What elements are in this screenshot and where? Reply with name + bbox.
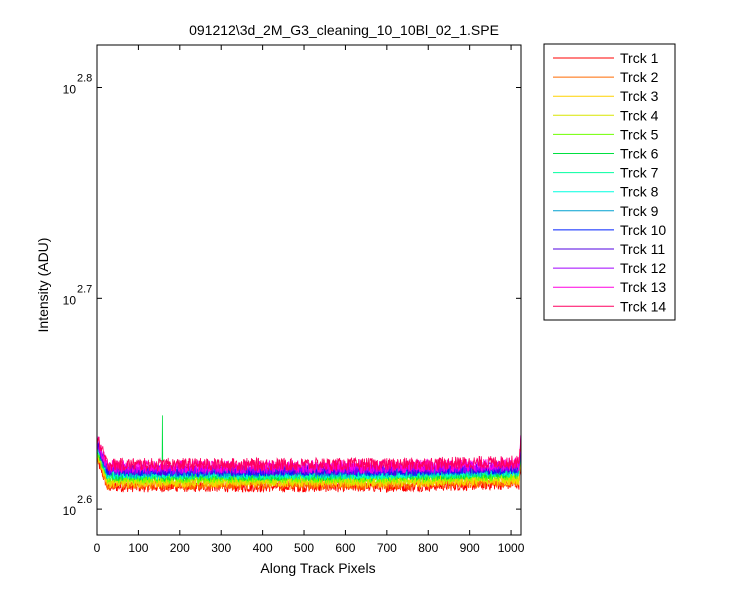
x-tick-label: 100 (128, 541, 148, 555)
y-tick-base: 10 (63, 293, 77, 307)
legend-label-trck-8: Trck 8 (620, 184, 659, 200)
plot-area (97, 45, 521, 535)
plot-frame (96, 44, 522, 536)
x-tick-label: 1000 (498, 541, 525, 555)
legend-label-trck-5: Trck 5 (620, 126, 659, 142)
y-tick-base: 10 (63, 504, 77, 518)
x-tick-label: 700 (377, 541, 397, 555)
legend-label-trck-1: Trck 1 (620, 50, 659, 66)
legend-label-trck-13: Trck 13 (620, 279, 666, 295)
x-tick-label: 200 (170, 541, 190, 555)
y-tick-exponent: 2.6 (77, 494, 92, 506)
legend-label-trck-7: Trck 7 (620, 165, 659, 181)
y-tick-exponent: 2.7 (77, 283, 92, 295)
series-layer (96, 415, 522, 494)
legend-label-trck-12: Trck 12 (620, 260, 666, 276)
legend-label-trck-10: Trck 10 (620, 222, 666, 238)
legend-label-trck-9: Trck 9 (620, 203, 659, 219)
x-axis: 0 100 200 300 400 500 600 700 800 900 1000 (94, 45, 525, 555)
x-axis-label: Along Track Pixels (260, 560, 375, 576)
legend-label-trck-2: Trck 2 (620, 69, 659, 85)
legend-label-trck-4: Trck 4 (620, 107, 659, 123)
x-tick-label: 0 (94, 541, 101, 555)
legend-box (543, 43, 676, 321)
legend-items: Trck 1 Trck 2 Trck 3 Trck 4 Trck 5 Trck 6 Trck… (553, 50, 666, 314)
x-tick-label: 300 (211, 541, 231, 555)
legend-label-trck-3: Trck 3 (620, 88, 659, 104)
x-tick-label: 900 (460, 541, 480, 555)
legend: Trck 1 Trck 2 Trck 3 Trck 4 Trck 5 Trck 6 Trck… (543, 43, 676, 321)
legend-label-trck-14: Trck 14 (620, 298, 666, 314)
x-tick-label: 400 (253, 541, 273, 555)
x-tick-label: 600 (335, 541, 355, 555)
y-tick-exponent: 2.8 (77, 73, 92, 85)
chart-title: 091212\3d_2M_G3_cleaning_10_10Bl_02_1.SP… (189, 22, 499, 38)
y-axis-label: Intensity (ADU) (35, 238, 51, 333)
legend-label-trck-6: Trck 6 (620, 146, 659, 162)
x-tick-label: 500 (294, 541, 314, 555)
series-line-trck-14 (96, 434, 522, 473)
x-tick-label: 800 (418, 541, 438, 555)
legend-label-trck-11: Trck 11 (620, 241, 665, 257)
y-tick-base: 10 (63, 83, 77, 97)
